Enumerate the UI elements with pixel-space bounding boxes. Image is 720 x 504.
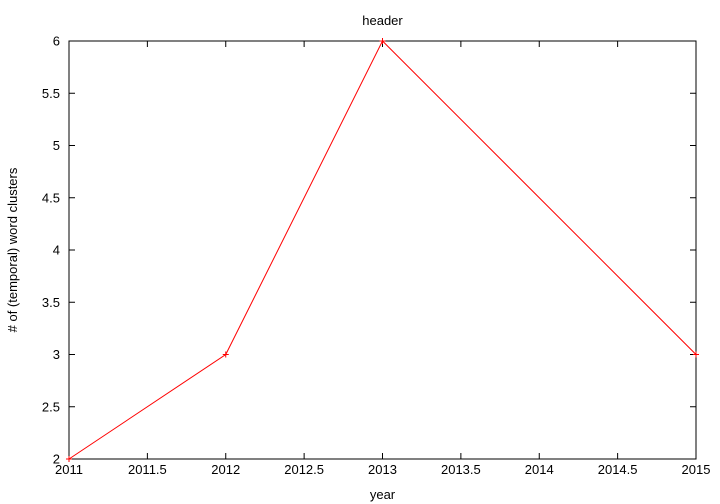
y-tick-label: 5.5 — [42, 86, 60, 101]
y-tick-label: 5 — [53, 138, 60, 153]
x-tick-label: 2012.5 — [284, 462, 324, 477]
x-tick-label: 2011 — [55, 462, 83, 477]
data-point-marker — [66, 456, 72, 462]
series-layer — [66, 38, 699, 462]
y-tick-label: 3 — [53, 347, 60, 362]
y-tick-label: 3.5 — [42, 295, 60, 310]
y-tick-label: 6 — [53, 34, 60, 49]
ticks-layer: 2011 2011.5 2012 2012.5 2013 2013.5 2014 2014.5… — [42, 34, 711, 478]
y-tick-label: 2 — [53, 452, 60, 467]
x-tick-label: 2011.5 — [128, 462, 167, 477]
y-axis-label: # of (temporal) word clusters — [5, 167, 20, 332]
series-line — [68, 40, 697, 460]
data-point-marker — [693, 351, 699, 358]
x-tick-label: 2015 — [682, 462, 711, 477]
chart-title: header — [362, 13, 403, 28]
x-tick-label: 2013 — [368, 462, 397, 477]
data-point-marker — [222, 351, 229, 358]
y-tick-label: 2.5 — [42, 399, 60, 414]
data-point-marker — [379, 38, 386, 44]
x-tick-label: 2014.5 — [598, 462, 638, 477]
x-axis-label: year — [370, 487, 396, 502]
y-tick-label: 4.5 — [42, 190, 60, 205]
y-tick-label: 4 — [53, 243, 60, 258]
x-tick-label: 2013.5 — [441, 462, 481, 477]
x-tick-label: 2014 — [525, 462, 554, 477]
x-tick-label: 2012 — [211, 462, 240, 477]
